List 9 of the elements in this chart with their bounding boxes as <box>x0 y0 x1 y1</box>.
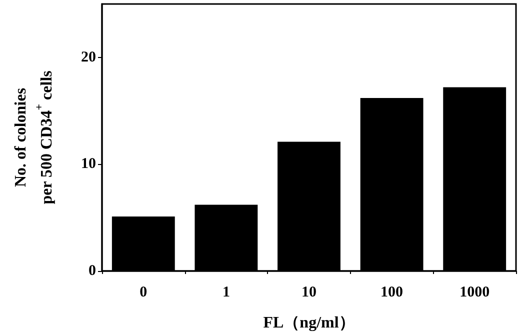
x-axis-title: FL（ng/ml） <box>263 314 355 332</box>
x-tick-label: 10 <box>302 284 316 300</box>
y-tick-label: 10 <box>81 156 96 172</box>
x-tick-label: 1 <box>222 284 230 300</box>
x-tick-label: 100 <box>380 284 404 300</box>
x-tick-label: 0 <box>140 284 148 300</box>
y-tick-label: 20 <box>81 49 96 66</box>
y-tick-label: 0 <box>88 263 96 279</box>
x-tick-label: 1000 <box>460 284 490 300</box>
